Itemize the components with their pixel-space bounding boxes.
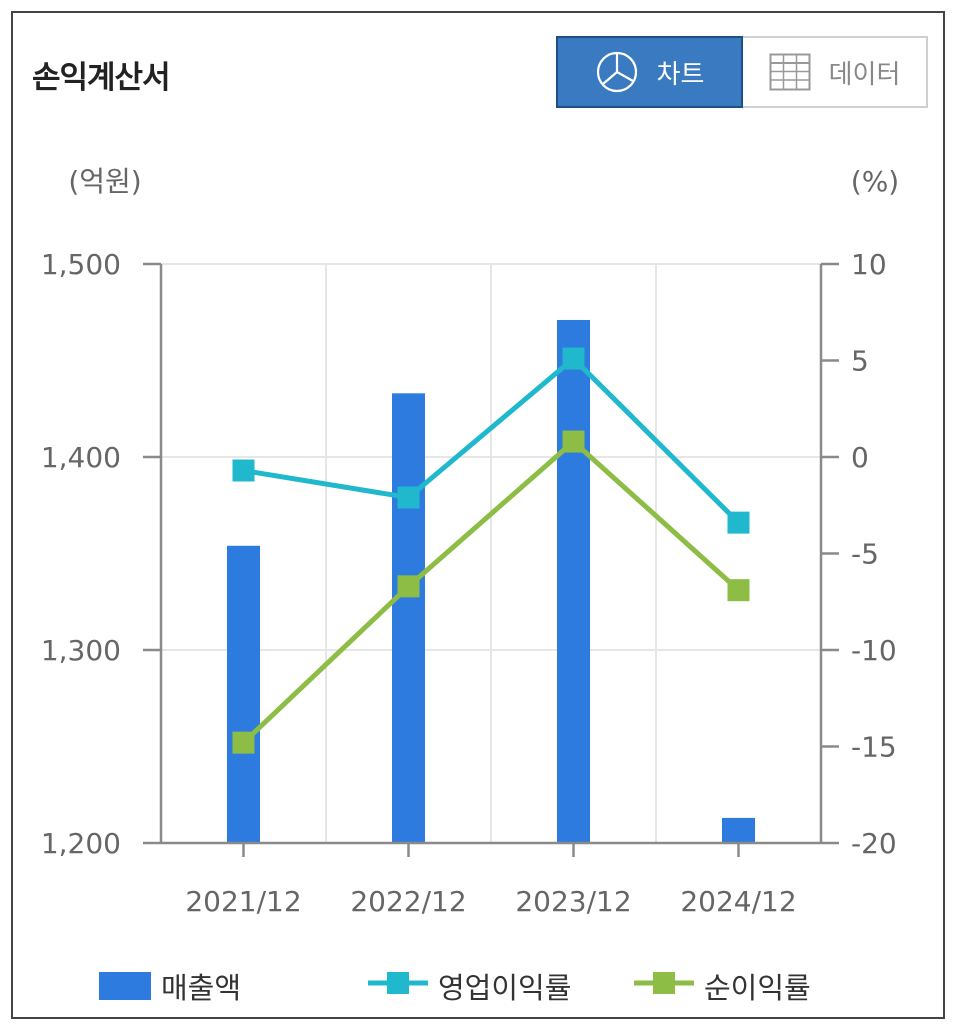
legend-swatch-revenue — [99, 972, 151, 1000]
data-view-label: 데이터 — [828, 59, 901, 90]
data-view-button[interactable]: 데이터 — [743, 36, 928, 108]
point-operating-margin — [232, 459, 255, 482]
pie-chart-icon — [595, 50, 639, 94]
income-statement-panel — [11, 11, 945, 1019]
chart-view-label: 차트 — [656, 59, 705, 90]
point-net-margin — [232, 731, 255, 754]
right-axis-tick-label: -10 — [851, 634, 897, 667]
bar-revenue — [227, 545, 260, 843]
legend-swatch-operating-margin — [368, 969, 428, 1004]
point-operating-margin — [727, 511, 750, 534]
legend-item-revenue[interactable]: 매출액 — [99, 965, 241, 1007]
left-axis-tick-label: 1,300 — [41, 634, 121, 667]
x-axis-tick-label: 2023/12 — [515, 885, 631, 918]
right-axis-tick-label: -20 — [851, 827, 897, 860]
legend-swatch-net-margin — [634, 969, 694, 1004]
point-net-margin — [727, 579, 750, 602]
right-axis-tick-label: 0 — [851, 441, 869, 474]
line-net-margin — [241, 438, 741, 745]
line-operating-margin — [243, 355, 741, 525]
right-axis-unit-label: (%) — [851, 165, 899, 198]
bar-revenue — [722, 817, 755, 843]
chart-view-button[interactable]: 차트 — [556, 36, 743, 108]
bar-revenue — [557, 319, 590, 844]
legend-label-operating-margin: 영업이익률 — [438, 971, 572, 1005]
point-net-margin — [562, 430, 585, 453]
x-axis-tick-label: 2021/12 — [185, 885, 301, 918]
right-axis-tick-label: 10 — [851, 248, 887, 281]
left-axis-tick-label: 1,400 — [41, 441, 121, 474]
bar-revenue — [392, 393, 425, 843]
point-net-margin — [397, 575, 420, 598]
left-axis-tick-label: 1,500 — [41, 248, 121, 281]
table-grid-icon — [769, 53, 811, 91]
left-axis-tick-label: 1,200 — [41, 827, 121, 860]
x-axis-tick-label: 2024/12 — [680, 885, 796, 918]
left-axis-unit-label: (억원) — [68, 165, 141, 198]
chart-legend: 매출액 영업이익률 순이익률 — [0, 965, 960, 1013]
legend-label-net-margin: 순이익률 — [704, 971, 811, 1005]
right-axis-tick-label: -15 — [851, 731, 897, 764]
income-chart: (억원) (%) 1,200 1,300 1,400 1,500 -20 -15 -10 -5… — [41, 165, 899, 918]
legend-label-revenue: 매출액 — [161, 971, 242, 1005]
right-axis-tick-label: 5 — [851, 345, 869, 378]
view-toggle: 차트 데이터 — [556, 36, 928, 108]
legend-item-net-margin[interactable]: 순이익률 — [634, 965, 811, 1007]
point-operating-margin — [397, 486, 420, 509]
right-axis-tick-label: -5 — [851, 538, 879, 571]
x-axis-tick-label: 2022/12 — [350, 885, 466, 918]
point-operating-margin — [562, 347, 585, 370]
panel-title: 손익계산서 — [32, 60, 171, 96]
legend-item-operating-margin[interactable]: 영업이익률 — [368, 965, 571, 1007]
